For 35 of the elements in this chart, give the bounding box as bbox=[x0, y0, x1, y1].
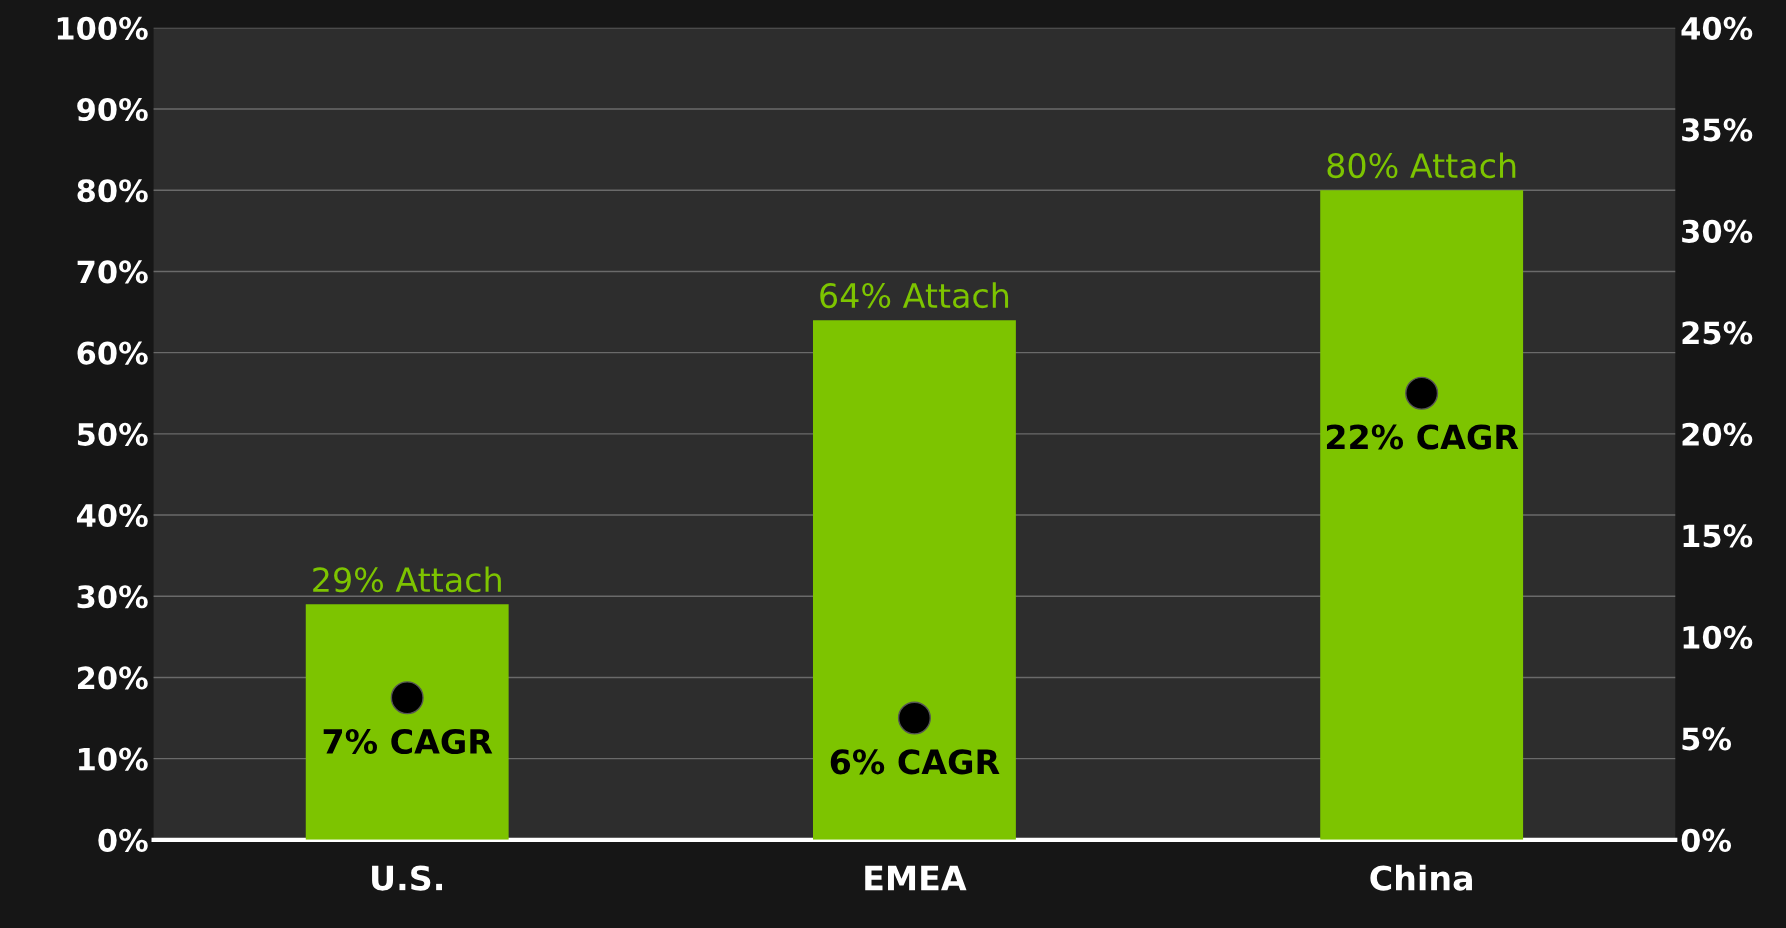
y-tick-label: 70% bbox=[77, 260, 148, 284]
data-label: 6% CAGR bbox=[830, 749, 1000, 775]
y2-tick-label: 0% bbox=[1681, 828, 1732, 852]
y-tick-label: 0% bbox=[98, 828, 148, 852]
y2-tick-label: 35% bbox=[1682, 118, 1753, 142]
y-tick-label: 60% bbox=[77, 341, 148, 365]
y-tick-label: 20% bbox=[78, 666, 148, 690]
y-tick-label: 80% bbox=[77, 179, 148, 203]
y2-tick-label: 10% bbox=[1683, 625, 1753, 649]
point bbox=[1405, 376, 1439, 410]
data-label: 29% Attach bbox=[313, 566, 501, 593]
y2-tick-label: 20% bbox=[1682, 422, 1753, 446]
y-tick-label: 30% bbox=[77, 585, 148, 609]
x-tick-label: China bbox=[1370, 864, 1472, 891]
bar bbox=[305, 604, 509, 840]
data-label: 7% CAGR bbox=[323, 728, 493, 755]
y-tick-label: 90% bbox=[77, 97, 148, 122]
y2-tick-label: 40% bbox=[1681, 16, 1753, 40]
bar bbox=[812, 320, 1016, 840]
x-tick-label: U.S. bbox=[372, 865, 443, 891]
y-tick-label: 10% bbox=[79, 747, 148, 771]
data-label: 80% Attach bbox=[1327, 152, 1516, 179]
bar bbox=[1320, 190, 1524, 840]
y2-tick-label: 25% bbox=[1682, 321, 1753, 345]
point bbox=[897, 701, 931, 735]
data-label: 64% Attach bbox=[820, 282, 1009, 309]
y-tick-label: 100% bbox=[57, 16, 148, 40]
y2-tick-label: 5% bbox=[1682, 727, 1732, 751]
x-tick-label: EMEA bbox=[865, 865, 967, 891]
y2-tick-label: 15% bbox=[1683, 524, 1753, 548]
y-tick-label: 40% bbox=[76, 503, 148, 528]
y-tick-label: 50% bbox=[77, 422, 148, 446]
data-label: 22% CAGR bbox=[1326, 424, 1519, 450]
y2-tick-label: 30% bbox=[1682, 219, 1753, 243]
point bbox=[390, 681, 424, 715]
